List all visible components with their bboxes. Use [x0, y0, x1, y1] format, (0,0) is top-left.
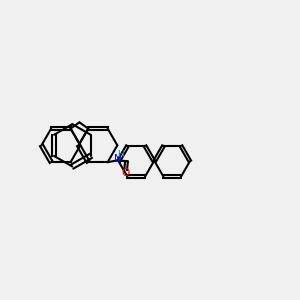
- Text: O: O: [122, 167, 130, 178]
- Text: N: N: [114, 154, 122, 164]
- Text: H: H: [117, 150, 124, 159]
